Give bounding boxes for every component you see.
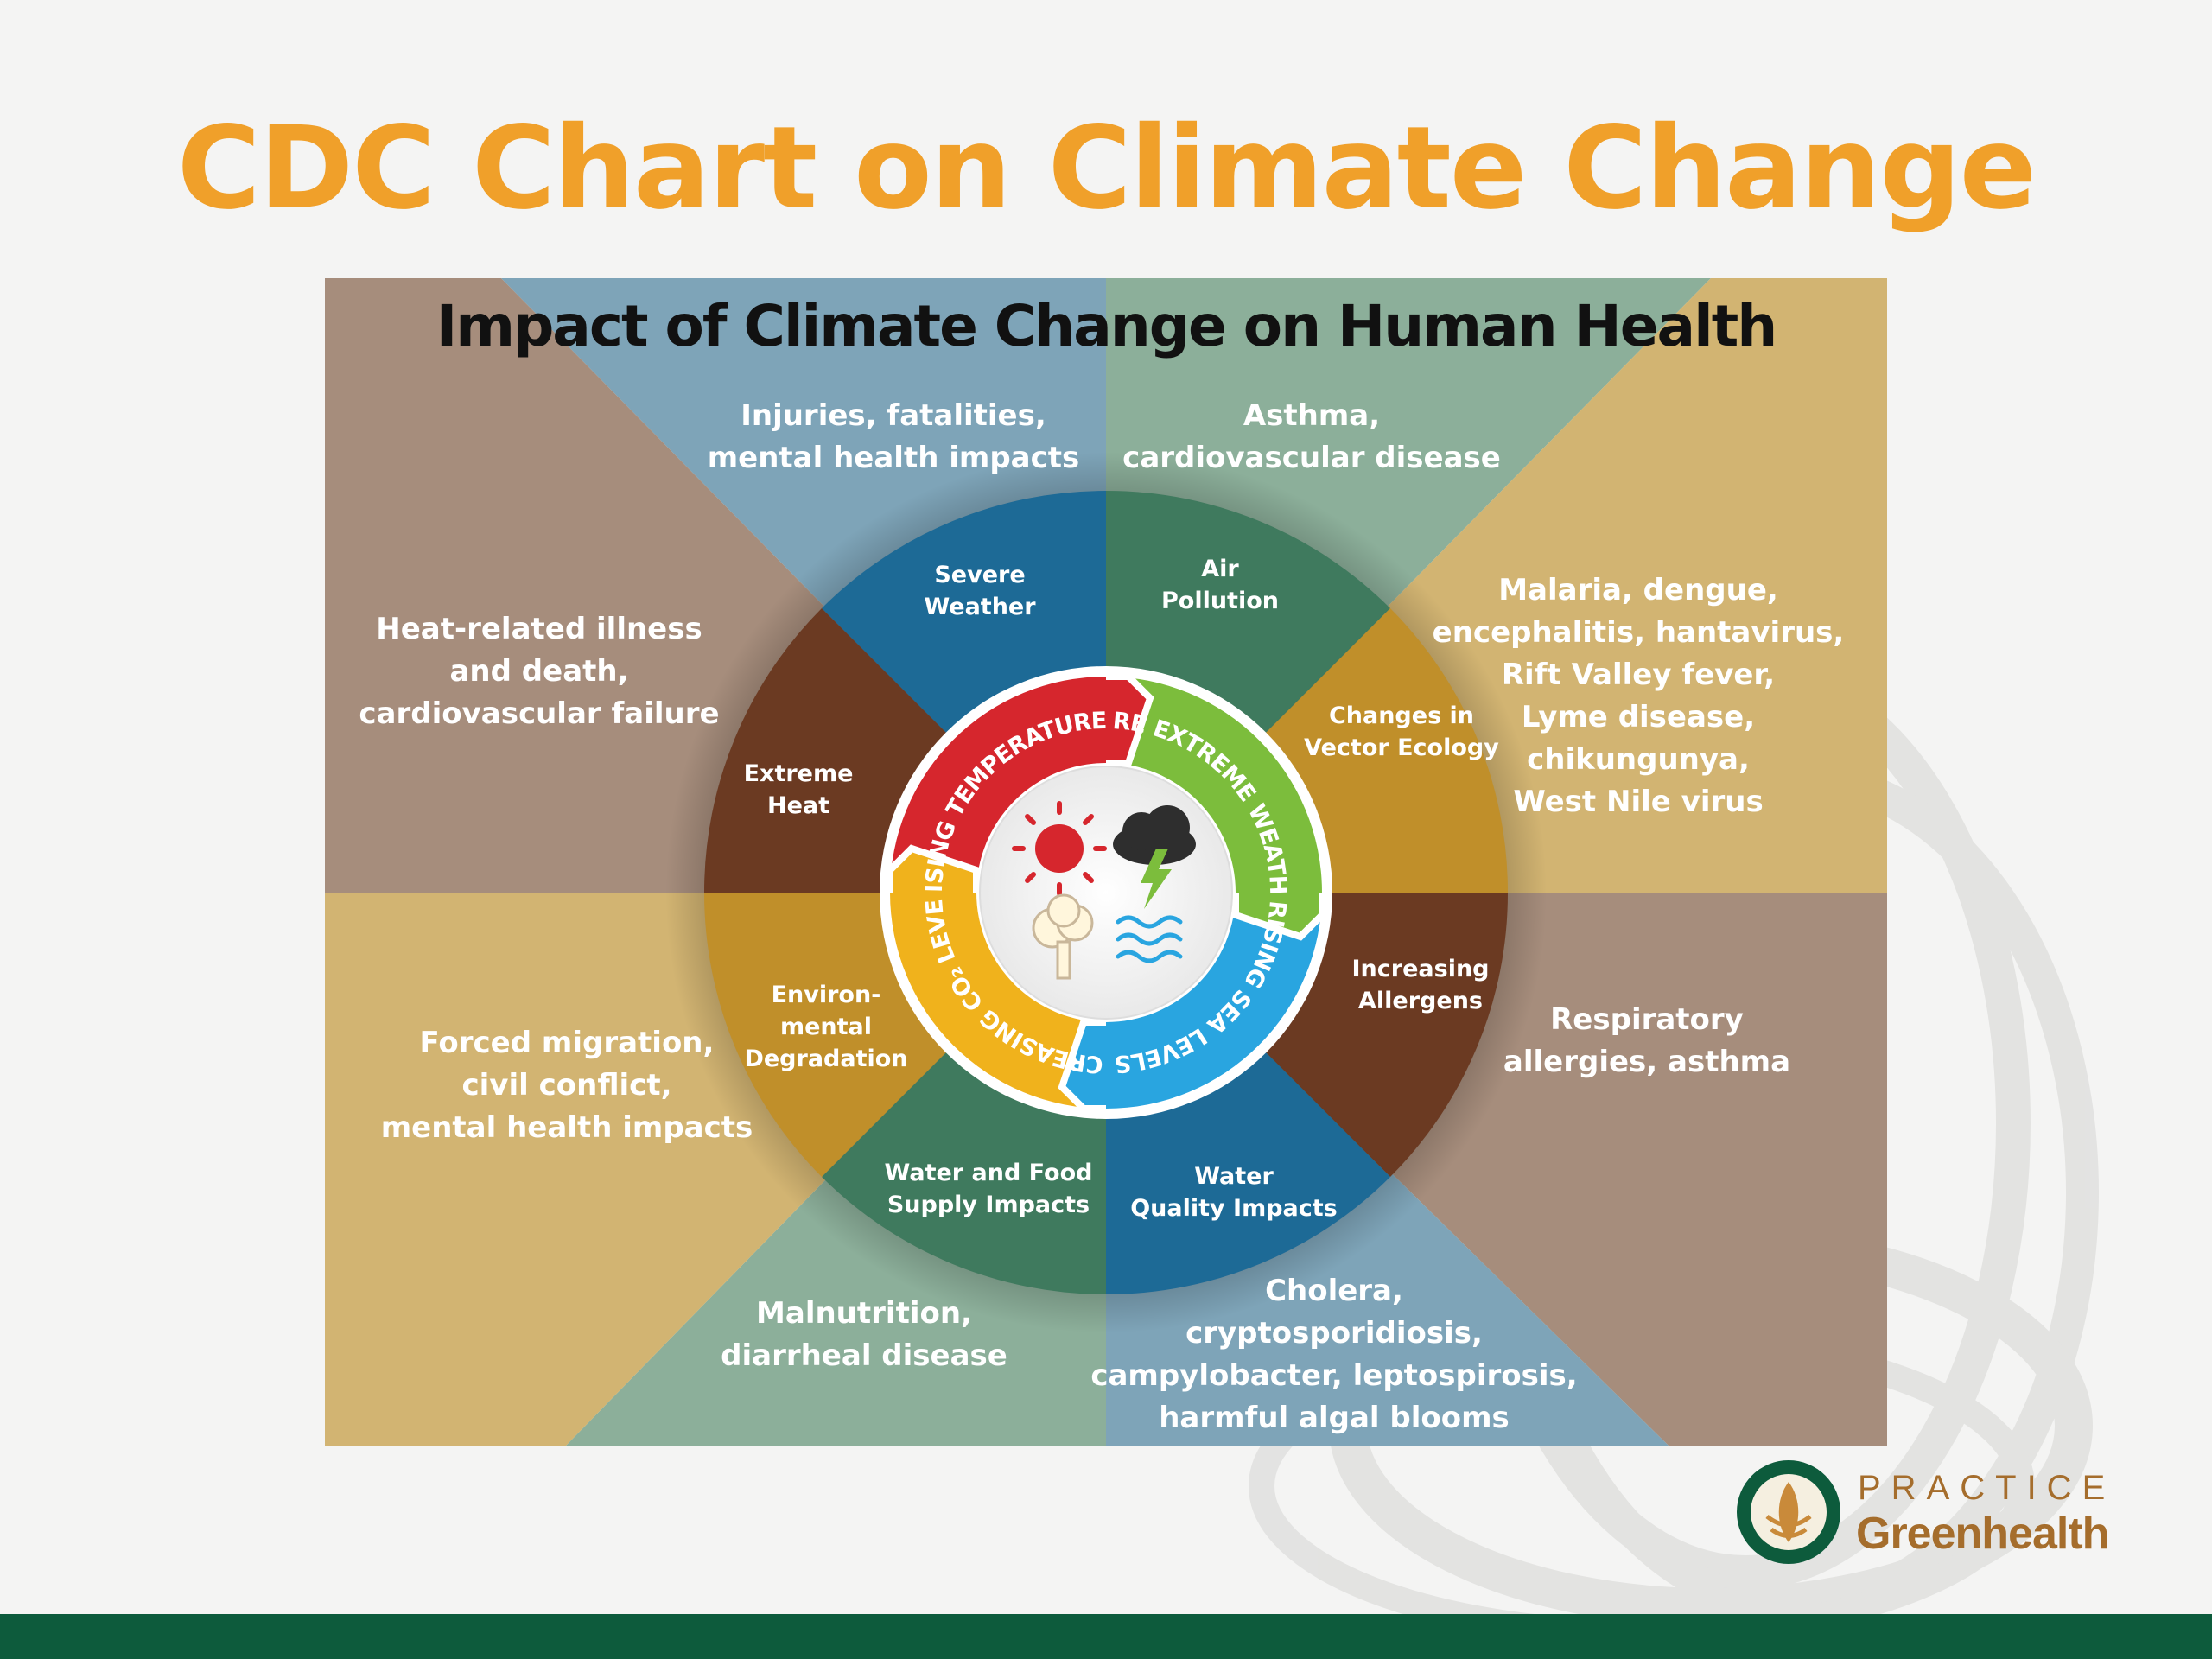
brand-line-1: PRACTICE (1858, 1469, 2116, 1507)
health-impact-5: Cholera, cryptosporidiosis, campylobacter,… (1090, 1274, 1577, 1435)
practice-greenhealth-logo-icon (1737, 1460, 1840, 1564)
health-impact-2: Asthma, cardiovascular disease (1122, 398, 1501, 475)
footer-band (0, 1614, 2212, 1659)
exposure-label-6: Water and Food Supply Impacts (885, 1160, 1093, 1218)
climate-health-diagram: Impact of Climate Change on Human Health… (325, 278, 1887, 1446)
health-impact-7: Forced migration, civil conflict, mental h… (381, 1026, 753, 1145)
slide-title: CDC Chart on Climate Change (176, 102, 2037, 235)
exposure-label-8: Extreme Heat (744, 760, 854, 819)
exposure-label-2: Air Pollution (1161, 556, 1279, 614)
health-impact-6: Malnutrition, diarrheal disease (721, 1296, 1007, 1373)
health-impact-labels: Injuries, fatalities, mental health impac… (359, 398, 1844, 1435)
brand-line-2: Greenhealth (1856, 1509, 2109, 1559)
exposure-labels: Severe Weather Air Pollution Changes in Vecto… (744, 556, 1500, 1222)
health-impact-4: Respiratory allergies, asthma (1503, 1002, 1790, 1079)
driver-segment-more-extreme-weather (1106, 677, 1322, 937)
health-impact-8: Heat-related illness and death, cardiovasc… (359, 612, 719, 731)
storm-cloud-icon (1113, 805, 1196, 909)
exposure-label-7: Environ-mental Degradation (744, 982, 907, 1072)
health-impact-3: Malaria, dengue, encephalitis, hantavirus… (1433, 573, 1845, 819)
driver-segment-rising-temperatures (890, 677, 1150, 893)
exposure-label-4: Increasing Allergens (1352, 956, 1490, 1014)
diagram-title: Impact of Climate Change on Human Health (436, 293, 1777, 359)
waves-icon (1116, 915, 1183, 963)
driver-segment-rising-sea-levels (1062, 893, 1322, 1109)
health-impact-1: Injuries, fatalities, mental health impac… (708, 398, 1080, 475)
drivers-ring (890, 677, 1322, 1109)
driver-segment-increasing-co2 (890, 849, 1106, 1109)
exposure-label-5: Water Quality Impacts (1130, 1163, 1338, 1222)
smoke-cloud-icon (1032, 893, 1094, 980)
exposure-label-1: Severe Weather (924, 562, 1036, 620)
exposure-label-3: Changes in Vector Ecology (1304, 702, 1499, 761)
sun-icon (1012, 801, 1107, 896)
